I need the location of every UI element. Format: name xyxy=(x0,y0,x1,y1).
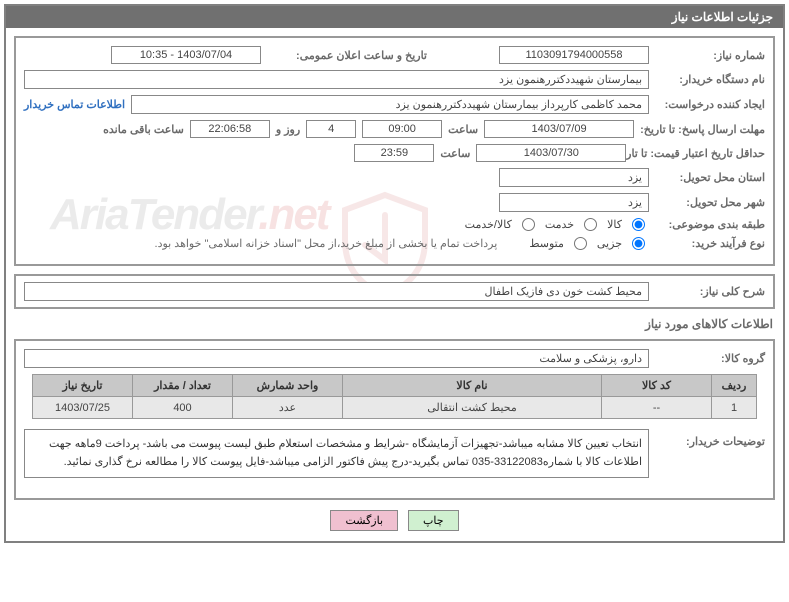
summary-panel: شرح کلی نیاز: محیط کشت خون دی فازیک اطفا… xyxy=(14,274,775,309)
city-value: یزد xyxy=(499,193,649,212)
validity-time: 23:59 xyxy=(354,144,434,162)
province-value: یزد xyxy=(499,168,649,187)
buyer-notes-value: انتخاب تعیین کالا مشابه میباشد-تجهیزات آ… xyxy=(24,429,649,478)
back-button[interactable]: بازگشت xyxy=(330,510,398,531)
day-and-label: روز و xyxy=(276,123,300,136)
need-no-label: شماره نیاز: xyxy=(655,49,765,62)
th-date: تاریخ نیاز xyxy=(33,375,133,397)
deadline-date: 1403/07/09 xyxy=(484,120,634,138)
proc-partial-label: جزیی xyxy=(597,237,622,250)
summary-value: محیط کشت خون دی فازیک اطفال xyxy=(24,282,649,301)
cell-unit: عدد xyxy=(233,397,343,419)
buyer-notes-label: توضیحات خریدار: xyxy=(655,423,765,448)
cell-name: محیط کشت انتقالی xyxy=(343,397,602,419)
group-value: دارو، پزشکی و سلامت xyxy=(24,349,649,368)
cat-both-label: کالا/خدمت xyxy=(465,218,512,231)
outer-border: جزئیات اطلاعات نیاز AriaTender.net شماره… xyxy=(4,4,785,543)
need-no-value: 1103091794000558 xyxy=(499,46,649,64)
print-button[interactable]: چاپ xyxy=(408,510,459,531)
items-panel: گروه کالا: دارو، پزشکی و سلامت ردیف کد ک… xyxy=(14,339,775,500)
summary-label: شرح کلی نیاز: xyxy=(655,285,765,298)
remain-suffix: ساعت باقی مانده xyxy=(103,123,184,136)
contact-link[interactable]: اطلاعات تماس خریدار xyxy=(24,98,125,111)
category-label: طبقه بندی موضوعی: xyxy=(655,218,765,231)
process-note: پرداخت تمام یا بخشی از مبلغ خرید،از محل … xyxy=(155,237,498,250)
buyer-value: بیمارستان شهیددکتررهنمون یزد xyxy=(24,70,649,89)
main-panel: شماره نیاز: 1103091794000558 تاریخ و ساع… xyxy=(14,36,775,266)
radio-partial[interactable] xyxy=(632,237,645,250)
items-info-label: اطلاعات کالاهای مورد نیاز xyxy=(16,317,773,331)
remain-hours: 22:06:58 xyxy=(190,120,270,138)
table-row: 1 -- محیط کشت انتقالی عدد 400 1403/07/25 xyxy=(33,397,757,419)
remain-days: 4 xyxy=(306,120,356,138)
creator-label: ایجاد کننده درخواست: xyxy=(655,98,765,111)
cell-row: 1 xyxy=(712,397,757,419)
radio-goods[interactable] xyxy=(632,218,645,231)
proc-medium-label: متوسط xyxy=(529,237,564,250)
validity-label: حداقل تاریخ اعتبار قیمت: تا تاریخ: xyxy=(612,147,765,160)
cat-service-label: خدمت xyxy=(545,218,574,231)
validity-date: 1403/07/30 xyxy=(476,144,626,162)
radio-both[interactable] xyxy=(522,218,535,231)
deadline-time: 09:00 xyxy=(362,120,442,138)
buttons-row: چاپ بازگشت xyxy=(6,510,783,531)
radio-service[interactable] xyxy=(584,218,597,231)
announce-date-value: 1403/07/04 - 10:35 xyxy=(111,46,261,64)
th-row: ردیف xyxy=(712,375,757,397)
group-label: گروه کالا: xyxy=(655,352,765,365)
cell-code: -- xyxy=(602,397,712,419)
th-unit: واحد شمارش xyxy=(233,375,343,397)
announce-date-label: تاریخ و ساعت اعلان عمومی: xyxy=(267,49,427,62)
process-label: نوع فرآیند خرید: xyxy=(655,237,765,250)
th-qty: تعداد / مقدار xyxy=(133,375,233,397)
items-table: ردیف کد کالا نام کالا واحد شمارش تعداد /… xyxy=(32,374,757,419)
time-label-1: ساعت xyxy=(448,123,478,136)
province-label: استان محل تحویل: xyxy=(655,171,765,184)
th-code: کد کالا xyxy=(602,375,712,397)
th-name: نام کالا xyxy=(343,375,602,397)
buyer-label: نام دستگاه خریدار: xyxy=(655,73,765,86)
cell-date: 1403/07/25 xyxy=(33,397,133,419)
cat-goods-label: کالا xyxy=(607,218,622,231)
header-title: جزئیات اطلاعات نیاز xyxy=(6,6,783,28)
cell-qty: 400 xyxy=(133,397,233,419)
deadline-label: مهلت ارسال پاسخ: تا تاریخ: xyxy=(640,123,765,136)
radio-medium[interactable] xyxy=(574,237,587,250)
city-label: شهر محل تحویل: xyxy=(655,196,765,209)
time-label-2: ساعت xyxy=(440,147,470,160)
creator-value: محمد کاظمی کارپرداز بیمارستان شهیددکترره… xyxy=(131,95,649,114)
